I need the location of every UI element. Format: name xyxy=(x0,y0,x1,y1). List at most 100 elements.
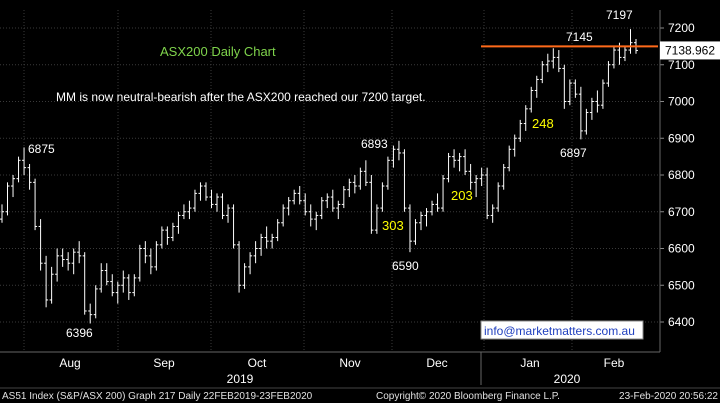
email-link[interactable]: info@marketmatters.com.au xyxy=(484,324,635,338)
ohlc-bar xyxy=(220,193,225,220)
ohlc-bar xyxy=(518,119,523,142)
gridlines xyxy=(0,10,660,352)
ohlc-bar xyxy=(512,134,517,157)
ohlc-bar xyxy=(49,266,54,304)
ohlc-bar xyxy=(584,108,589,135)
ohlc-bar xyxy=(463,149,468,175)
ohlc-bar xyxy=(336,200,341,220)
ohlc-bar xyxy=(396,140,401,161)
ohlc-bar xyxy=(358,167,363,190)
ohlc-bar xyxy=(589,97,594,120)
ohlc-bar xyxy=(352,175,357,194)
ohlc-bar xyxy=(534,75,539,98)
ohlc-bar xyxy=(159,226,164,249)
ohlc-bar xyxy=(137,244,142,282)
ohlc-bar xyxy=(430,200,435,216)
y-axis: 6400 6500 6600 6700 6800 6900 7000 7100 7200 xyxy=(659,10,695,352)
ohlc-bar xyxy=(242,263,247,289)
ohlc-bar xyxy=(143,241,148,264)
ohlc-bar xyxy=(496,182,501,212)
ohlc-bar xyxy=(628,29,633,54)
ohlc-bar xyxy=(281,204,286,227)
ohlc-bar xyxy=(407,204,412,253)
ohlc-bar xyxy=(479,167,484,187)
ohlc-bar xyxy=(446,152,451,183)
ohlc-bar xyxy=(275,219,280,242)
footer-copyright: Copyright© 2020 Bloomberg Finance L.P. xyxy=(376,391,560,402)
ohlc-bar xyxy=(314,211,319,231)
ohlc-bar xyxy=(126,274,131,300)
swing-label-303: 303 xyxy=(382,218,404,233)
y-tick-label-7000: 7000 xyxy=(668,95,695,109)
point-label-6590: 6590 xyxy=(392,259,419,273)
ohlc-bar xyxy=(259,233,264,256)
ohlc-bar xyxy=(578,86,583,140)
ohlc-bar xyxy=(330,189,335,212)
ohlc-bar xyxy=(540,61,545,84)
ohlc-bar xyxy=(148,248,153,275)
ohlc-bar xyxy=(567,79,572,106)
point-label-7197: 7197 xyxy=(606,8,633,22)
ohlc-bar xyxy=(363,160,368,187)
chart-subtitle: MM is now neutral-bearish after the ASX2… xyxy=(56,90,426,104)
ohlc-bar xyxy=(165,226,170,245)
ohlc-bar xyxy=(286,197,291,216)
ohlc-bar xyxy=(606,61,611,87)
point-label-6396: 6396 xyxy=(66,326,93,340)
year-label-2020: 2020 xyxy=(554,372,581,386)
ohlc-bar xyxy=(176,211,181,234)
footer-timestamp: 23-Feb-2020 20:56:22 xyxy=(619,391,718,402)
ohlc-bar xyxy=(600,79,605,109)
ohlc-bar xyxy=(457,152,462,172)
ohlc-bar xyxy=(303,193,308,216)
email-box: info@marketmatters.com.au xyxy=(480,320,644,340)
ohlc-bar xyxy=(154,241,159,271)
ohlc-bar xyxy=(501,163,506,190)
ohlc-bar xyxy=(264,226,269,249)
y-tick-label-6600: 6600 xyxy=(668,242,695,256)
ohlc-bar xyxy=(374,204,379,234)
ohlc-bar xyxy=(181,204,186,220)
ohlc-bar xyxy=(203,182,208,201)
ohlc-bar xyxy=(209,189,214,209)
ohlc-bar xyxy=(170,222,175,242)
month-label-dec: Dec xyxy=(426,356,447,370)
ohlc-bar xyxy=(418,211,423,231)
ohlc-bar xyxy=(595,90,600,113)
swing-label-248: 248 xyxy=(532,116,554,131)
ohlc-bar xyxy=(319,197,324,220)
month-label-feb: Feb xyxy=(604,356,625,370)
ohlc-bar xyxy=(192,189,197,212)
last-price-tag-background xyxy=(660,41,720,60)
y-tick-label-7100: 7100 xyxy=(668,58,695,72)
point-label-6893: 6893 xyxy=(361,137,388,151)
ohlc-bar xyxy=(325,193,330,209)
ohlc-bar xyxy=(44,255,49,308)
ohlc-bar xyxy=(22,147,27,175)
ohlc-bar xyxy=(93,285,98,319)
ohlc-bar xyxy=(5,182,10,216)
ohlc-bar xyxy=(253,241,258,264)
month-label-oct: Oct xyxy=(248,356,267,370)
email-box-background xyxy=(480,320,644,340)
ohlc-bar xyxy=(226,204,231,223)
point-label-7145: 7145 xyxy=(566,30,593,44)
ohlc-bar xyxy=(385,156,390,190)
ohlc-bar xyxy=(529,86,534,113)
last-price-tag: 7138.962 xyxy=(660,41,720,60)
month-label-jan: Jan xyxy=(520,356,539,370)
ohlc-bar xyxy=(215,193,220,212)
ohlc-bar xyxy=(270,233,275,249)
ohlc-bar xyxy=(556,50,561,73)
last-price-value: 7138.962 xyxy=(665,43,715,57)
ohlc-bar xyxy=(369,175,374,234)
ohlc-bar xyxy=(55,248,60,282)
ohlc-bar xyxy=(424,208,429,227)
ohlc-bar xyxy=(545,53,550,73)
ohlc-bar xyxy=(391,145,396,168)
ohlc-bar xyxy=(132,274,137,297)
ohlc-bar xyxy=(611,46,616,69)
ohlc-bar xyxy=(413,219,418,245)
month-label-sep: Sep xyxy=(153,356,175,370)
